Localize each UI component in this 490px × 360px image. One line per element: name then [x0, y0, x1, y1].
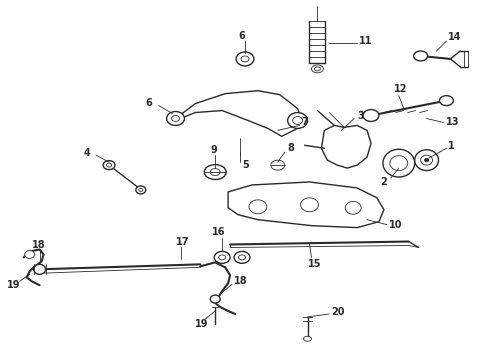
Ellipse shape [204, 165, 226, 180]
Ellipse shape [390, 156, 408, 171]
Text: 18: 18 [32, 240, 45, 251]
Ellipse shape [214, 251, 230, 264]
Text: 20: 20 [331, 307, 345, 317]
Ellipse shape [239, 255, 245, 260]
Ellipse shape [34, 264, 46, 274]
Text: 10: 10 [389, 220, 402, 230]
Ellipse shape [288, 113, 308, 129]
Ellipse shape [414, 51, 428, 61]
Text: 15: 15 [308, 259, 321, 269]
Text: 1: 1 [448, 141, 455, 151]
Text: 6: 6 [238, 31, 245, 41]
Ellipse shape [241, 56, 249, 62]
Ellipse shape [24, 251, 35, 258]
Ellipse shape [107, 163, 112, 167]
Ellipse shape [136, 186, 146, 194]
Ellipse shape [103, 161, 115, 170]
Text: 18: 18 [234, 276, 248, 286]
Text: 13: 13 [446, 117, 460, 127]
Ellipse shape [383, 149, 415, 177]
Ellipse shape [139, 188, 143, 192]
Ellipse shape [271, 160, 285, 170]
Ellipse shape [363, 109, 379, 121]
Text: 9: 9 [210, 145, 217, 155]
Text: 8: 8 [288, 143, 294, 153]
Text: 16: 16 [212, 226, 225, 237]
Ellipse shape [420, 155, 433, 165]
Text: 5: 5 [242, 160, 249, 170]
Ellipse shape [219, 255, 226, 260]
Ellipse shape [172, 116, 179, 121]
Ellipse shape [303, 336, 312, 341]
Text: 7: 7 [301, 117, 308, 127]
Text: 11: 11 [359, 36, 372, 46]
Text: 12: 12 [394, 84, 407, 94]
Ellipse shape [315, 67, 320, 71]
Text: 2: 2 [380, 177, 387, 187]
Text: 19: 19 [196, 319, 209, 329]
Text: 19: 19 [7, 280, 21, 290]
Polygon shape [172, 91, 301, 136]
Ellipse shape [167, 112, 184, 125]
Ellipse shape [210, 168, 220, 176]
Ellipse shape [234, 251, 250, 264]
Ellipse shape [415, 150, 439, 171]
Ellipse shape [210, 295, 220, 303]
Ellipse shape [345, 201, 361, 214]
Ellipse shape [440, 96, 453, 105]
Ellipse shape [293, 117, 302, 125]
Text: 14: 14 [448, 32, 462, 42]
Ellipse shape [425, 158, 429, 162]
Ellipse shape [312, 65, 323, 73]
Text: 6: 6 [146, 98, 152, 108]
Ellipse shape [236, 52, 254, 66]
Text: 3: 3 [357, 111, 364, 121]
Polygon shape [321, 125, 371, 168]
Ellipse shape [300, 198, 318, 212]
Text: 17: 17 [175, 237, 189, 247]
Text: 4: 4 [83, 148, 90, 158]
Polygon shape [228, 182, 384, 228]
Ellipse shape [249, 200, 267, 214]
